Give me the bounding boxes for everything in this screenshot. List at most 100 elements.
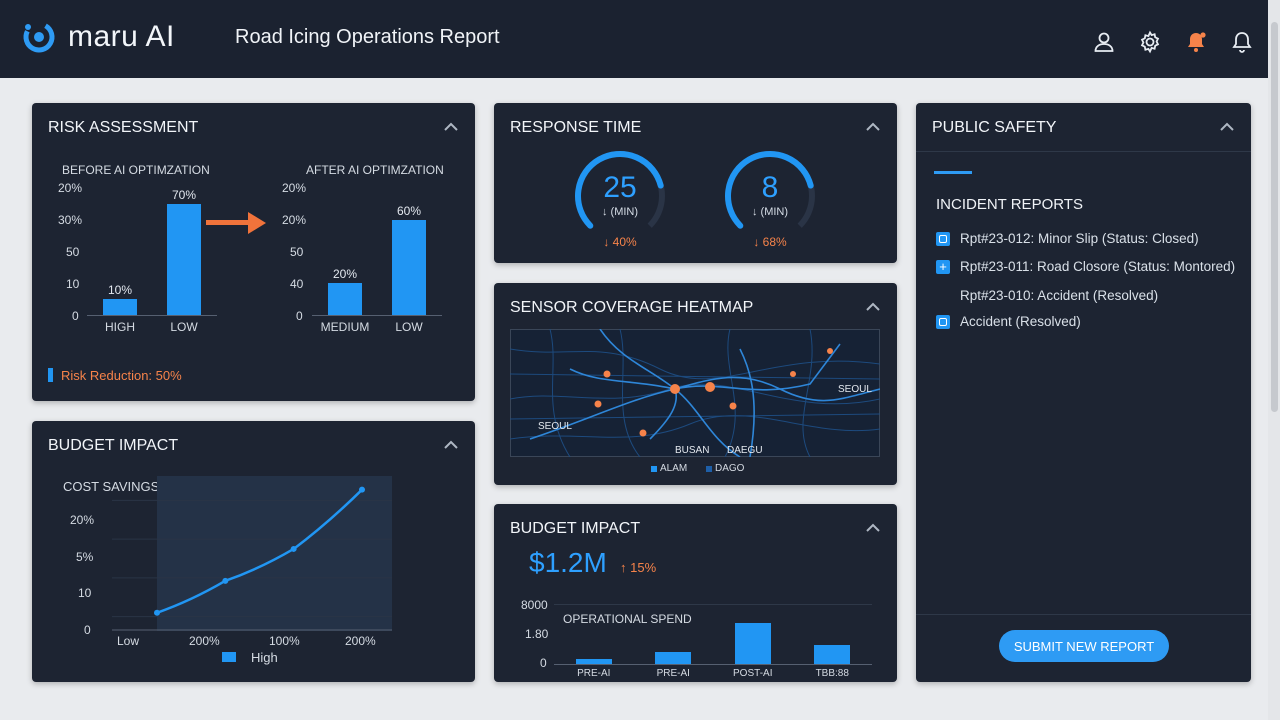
x-tick: PRE-AI <box>577 668 611 679</box>
incident-text: Rpt#23-010: Accident (Resolved) <box>960 288 1159 303</box>
chart-bar <box>392 219 426 315</box>
x-tick: PRE-AI <box>656 668 690 679</box>
budget-delta: ↑ 15% <box>620 560 657 575</box>
after-chart-title: AFTER AI OPTIMZATION <box>306 163 444 177</box>
chart-baseline <box>554 664 872 665</box>
cost-savings-line-chart <box>112 476 392 631</box>
map-label-seoul-east: SEOUL <box>838 384 872 395</box>
incident-text: Accident (Resolved) <box>960 314 1081 329</box>
card-title: BUDGET IMPACT <box>48 437 179 454</box>
report-icon <box>936 231 950 246</box>
chart-baseline <box>87 315 217 316</box>
budget-impact-card-left: BUDGET IMPACT COST SAVINGS (USD) 20% 5% … <box>32 421 475 682</box>
notification-alert-icon[interactable] <box>1184 30 1208 54</box>
map-label-busan: BUSAN <box>675 445 709 456</box>
list-item[interactable]: + Rpt#23-011: Road Closore (Status: Mont… <box>936 259 1235 274</box>
submit-report-button[interactable]: SUBMIT NEW REPORT <box>999 630 1169 662</box>
chevron-up-icon[interactable] <box>443 121 459 133</box>
x-tick: HIGH <box>105 320 135 334</box>
chart-bar <box>167 203 201 315</box>
y-tick: 0 <box>72 309 79 323</box>
sensor-heatmap-card: SENSOR COVERAGE HEATMAP <box>494 283 897 485</box>
scrollbar-thumb[interactable] <box>1271 22 1278 412</box>
legend-label: High <box>251 650 278 665</box>
x-tick: 200% <box>189 634 220 648</box>
y-tick: 10 <box>66 277 80 291</box>
grid-line <box>554 604 872 605</box>
card-title: SENSOR COVERAGE HEATMAP <box>510 299 754 316</box>
gear-icon[interactable] <box>1138 30 1162 54</box>
chart-bar <box>103 299 137 315</box>
maru-logo-icon <box>23 21 55 53</box>
legend-swatch <box>651 466 657 472</box>
section-title: INCIDENT REPORTS <box>936 196 1083 213</box>
budget-amount: $1.2M <box>529 547 607 578</box>
gauge-delta: ↓ 68% <box>753 235 787 249</box>
x-tick: LOW <box>170 320 198 334</box>
chart-bar <box>734 622 771 664</box>
chart-baseline <box>312 315 442 316</box>
data-point <box>154 609 160 616</box>
divider <box>916 614 1251 615</box>
sensor-map[interactable]: SEOUL SEOUL BUSAN DAEGU <box>510 329 880 457</box>
x-tick: 100% <box>269 634 300 648</box>
brand-name: maru AI <box>68 20 175 53</box>
list-item[interactable]: Accident (Resolved) <box>936 314 1081 329</box>
bell-icon[interactable] <box>1230 30 1254 54</box>
chevron-up-icon[interactable] <box>443 439 459 451</box>
card-title: PUBLIC SAFETY <box>932 119 1057 136</box>
add-report-icon: + <box>936 259 950 274</box>
chart-plot-area <box>157 476 392 631</box>
y-tick: 5% <box>76 550 94 564</box>
data-label: 10% <box>107 283 133 298</box>
chart-bar <box>814 645 851 664</box>
y-tick: 20% <box>70 513 95 527</box>
x-tick: Low <box>117 634 140 648</box>
chevron-up-icon[interactable] <box>1219 121 1235 133</box>
legend-label: ALAM <box>660 463 688 474</box>
data-point <box>290 545 297 552</box>
y-tick: 20% <box>58 181 83 195</box>
list-item[interactable]: Rpt#23-010: Accident (Resolved) <box>936 288 1158 303</box>
page-scrollbar[interactable] <box>1268 0 1280 720</box>
y-tick: 50 <box>290 245 304 259</box>
arrow-right-icon <box>206 212 266 234</box>
y-tick: 20% <box>282 213 307 227</box>
card-title: RESPONSE TIME <box>510 119 642 136</box>
y-tick: 20% <box>282 181 307 195</box>
response-gauge <box>575 151 665 229</box>
response-time-card: RESPONSE TIME 25 ↓ (MIN) ↓ 40% 8 ↓ (MIN)… <box>494 103 897 263</box>
map-label-seoul-west: SEOUL <box>538 421 572 432</box>
chevron-up-icon[interactable] <box>865 522 881 534</box>
y-tick: 50 <box>66 245 80 259</box>
chart-bar <box>655 652 692 664</box>
chart-bar <box>328 283 362 315</box>
risk-assessment-card: RISK ASSESSMENT BEFORE AI OPTIMZATION AF… <box>32 103 475 401</box>
data-label: 70% <box>171 187 197 202</box>
incident-text: Rpt#23-012: Minor Slip (Status: Closed) <box>960 231 1199 246</box>
x-tick: POST-AI <box>733 668 773 679</box>
chart-bar <box>575 658 612 664</box>
chevron-up-icon[interactable] <box>865 301 881 313</box>
public-safety-card: PUBLIC SAFETY INCIDENT REPORTS Rpt#23-01… <box>916 103 1251 682</box>
risk-reduction-indicator <box>48 368 53 382</box>
y-tick: 10 <box>78 586 92 600</box>
operational-spend-chart: PRE-AI PRE-AI POST-AI TBB:88 <box>554 604 872 679</box>
data-label: 20% <box>332 267 358 282</box>
page-title: Road Icing Operations Report <box>235 26 500 48</box>
chevron-up-icon[interactable] <box>865 121 881 133</box>
list-item[interactable]: Rpt#23-012: Minor Slip (Status: Closed) <box>936 231 1199 246</box>
y-tick: 1.80 <box>525 627 549 641</box>
x-tick: MEDIUM <box>320 320 370 334</box>
brand-logo[interactable]: maru AI <box>22 20 175 54</box>
y-tick: 30% <box>58 213 83 227</box>
incident-text: Rpt#23-011: Road Closore (Status: Montor… <box>960 259 1236 274</box>
before-chart-title: BEFORE AI OPTIMZATION <box>62 163 210 177</box>
data-label: 60% <box>396 203 422 218</box>
user-icon[interactable] <box>1092 30 1116 54</box>
divider <box>916 151 1251 152</box>
budget-impact-card-center: BUDGET IMPACT $1.2M ↑ 15% 8000 1.80 0 OP… <box>494 504 897 682</box>
report-icon <box>936 314 950 329</box>
data-point <box>222 577 229 584</box>
spacer <box>936 289 950 303</box>
